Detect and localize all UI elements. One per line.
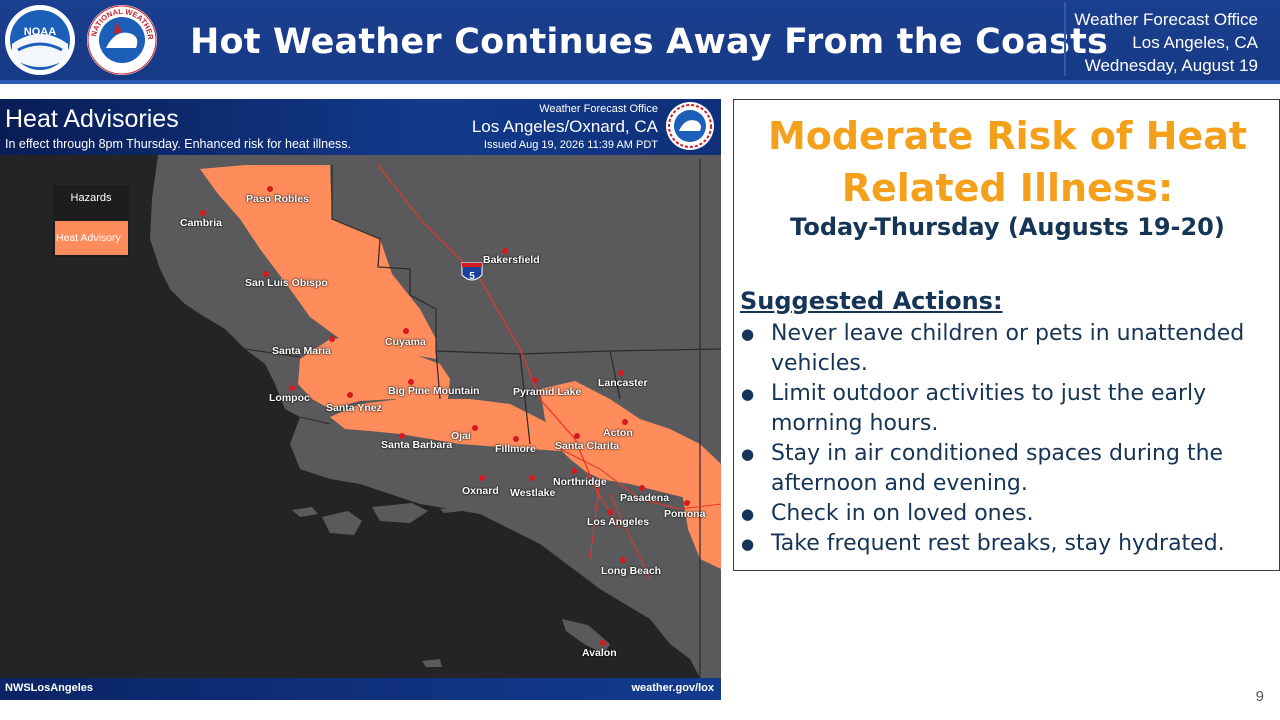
city-marker (403, 328, 409, 334)
city-label: Santa Maria (272, 345, 331, 357)
action-item: Stay in air conditioned spaces during th… (740, 439, 1275, 499)
city-label: Northridge (553, 476, 607, 488)
island-san-miguel (292, 507, 318, 517)
city-label: Santa Clarita (555, 440, 620, 452)
nws-logo: NATIONAL WEATHER SERVICE (86, 4, 157, 75)
map-header: Heat Advisories In effect through 8pm Th… (0, 99, 721, 155)
city-marker (399, 433, 405, 439)
interstate-5-shield: 5 (461, 262, 483, 282)
island-san-nicolas (422, 659, 442, 667)
city-marker (622, 419, 628, 425)
risk-info-panel: Moderate Risk of Heat Related Illness: T… (733, 99, 1280, 571)
city-label: Cambria (180, 217, 223, 229)
page-number: 9 (1255, 688, 1264, 705)
city-marker (618, 370, 624, 376)
legend-heat-advisory: Heat Advisory (55, 221, 128, 255)
city-marker (472, 425, 478, 431)
advisory-zone-la (540, 381, 721, 559)
map-nws-logo (666, 102, 714, 150)
city-label: Lancaster (598, 377, 648, 389)
advisory-zone-ventura (330, 399, 570, 451)
city-marker (607, 509, 613, 515)
heat-advisory-map: 5 Heat Advisories In effect through 8pm … (0, 99, 721, 700)
map-office-name: Los Angeles/Oxnard, CA (471, 117, 658, 136)
map-subtitle: In effect through 8pm Thursday. Enhanced… (5, 137, 352, 151)
city-marker (329, 336, 335, 342)
city-label: Santa Ynez (326, 402, 382, 414)
city-label: Long Beach (601, 565, 662, 577)
map-footer-social: NWSLosAngeles (5, 682, 94, 694)
city-label: Ojai (451, 430, 471, 442)
noaa-logo: NOAA (5, 5, 75, 75)
map-footer: NWSLosAngeles weather.gov/lox (0, 678, 721, 700)
office-date: Wednesday, August 19 (1084, 56, 1258, 75)
actions-list: Never leave children or pets in unattend… (740, 319, 1275, 559)
city-label: Santa Barbara (381, 439, 453, 451)
action-item: Take frequent rest breaks, stay hydrated… (740, 529, 1275, 559)
advisory-zone-salinas (200, 165, 436, 359)
city-label: Fillmore (495, 443, 536, 455)
actions-heading: Suggested Actions: (740, 287, 1003, 315)
city-marker (620, 557, 626, 563)
island-catalina (562, 619, 610, 654)
city-marker (267, 186, 273, 192)
risk-dates: Today-Thursday (Augusts 19-20) (790, 213, 1225, 241)
map-office-label: Weather Forecast Office (539, 103, 658, 115)
city-label: Avalon (582, 647, 617, 659)
action-item: Check in on loved ones. (740, 499, 1275, 529)
legend-header: Hazards (70, 192, 112, 204)
map-legend: Hazards Heat Advisory (53, 185, 129, 257)
city-marker (574, 433, 580, 439)
city-marker (513, 436, 519, 442)
office-name: Weather Forecast Office (1074, 10, 1258, 29)
map-issued-time: Issued Aug 19, 2026 11:39 AM PDT (483, 139, 658, 151)
city-marker (347, 392, 353, 398)
city-marker (408, 379, 414, 385)
city-label: Bakersfield (483, 254, 540, 266)
risk-title: Moderate Risk of Heat Related Illness: (734, 110, 1280, 214)
city-marker (200, 210, 206, 216)
city-label: Pyramid Lake (513, 386, 582, 398)
map-footer-url: weather.gov/lox (631, 682, 714, 694)
city-marker (600, 640, 606, 646)
city-marker (684, 500, 690, 506)
page-title: Hot Weather Continues Away From the Coas… (190, 22, 1109, 62)
risk-title-line2: Related Illness: (841, 166, 1174, 210)
city-label: Paso Robles (246, 193, 310, 205)
city-marker (502, 248, 508, 254)
south-coast (290, 399, 721, 678)
city-marker (263, 271, 269, 277)
city-marker (479, 475, 485, 481)
interstate-5 (377, 164, 601, 500)
noaa-logo-text: NOAA (24, 26, 56, 38)
city-label: San Luis Obispo (245, 277, 328, 289)
action-item: Never leave children or pets in unattend… (740, 319, 1275, 379)
city-marker (571, 468, 577, 474)
island-santa-rosa (322, 511, 362, 535)
city-label: Oxnard (462, 485, 499, 497)
city-marker (532, 377, 538, 383)
header-banner: NOAA NATIONAL WEATHER SERVICE Hot Weathe… (0, 0, 1280, 80)
office-info: Weather Forecast Office Los Angeles, CA … (1064, 2, 1278, 76)
action-item: Limit outdoor activities to just the ear… (740, 379, 1275, 439)
risk-title-line1: Moderate Risk of Heat (767, 114, 1248, 158)
map-title: Heat Advisories (5, 105, 179, 133)
city-label: Los Angeles (587, 516, 650, 528)
advisory-zone-interior-sb (298, 337, 450, 411)
city-label: Westlake (510, 487, 556, 499)
city-label: Cuyama (385, 336, 426, 348)
office-location: Los Angeles, CA (1132, 33, 1258, 52)
island-santa-cruz (372, 503, 428, 523)
city-label: Acton (603, 427, 633, 439)
city-label: Big Pine Mountain (388, 385, 480, 397)
island-anacapa (440, 507, 462, 513)
city-label: Pasadena (620, 492, 670, 504)
city-marker (289, 385, 295, 391)
city-marker (639, 485, 645, 491)
city-label: Pomona (664, 508, 706, 520)
interstate-5-label: 5 (469, 271, 475, 282)
banner-divider (0, 80, 1280, 84)
city-marker (529, 475, 535, 481)
city-label: Lompoc (269, 392, 310, 404)
